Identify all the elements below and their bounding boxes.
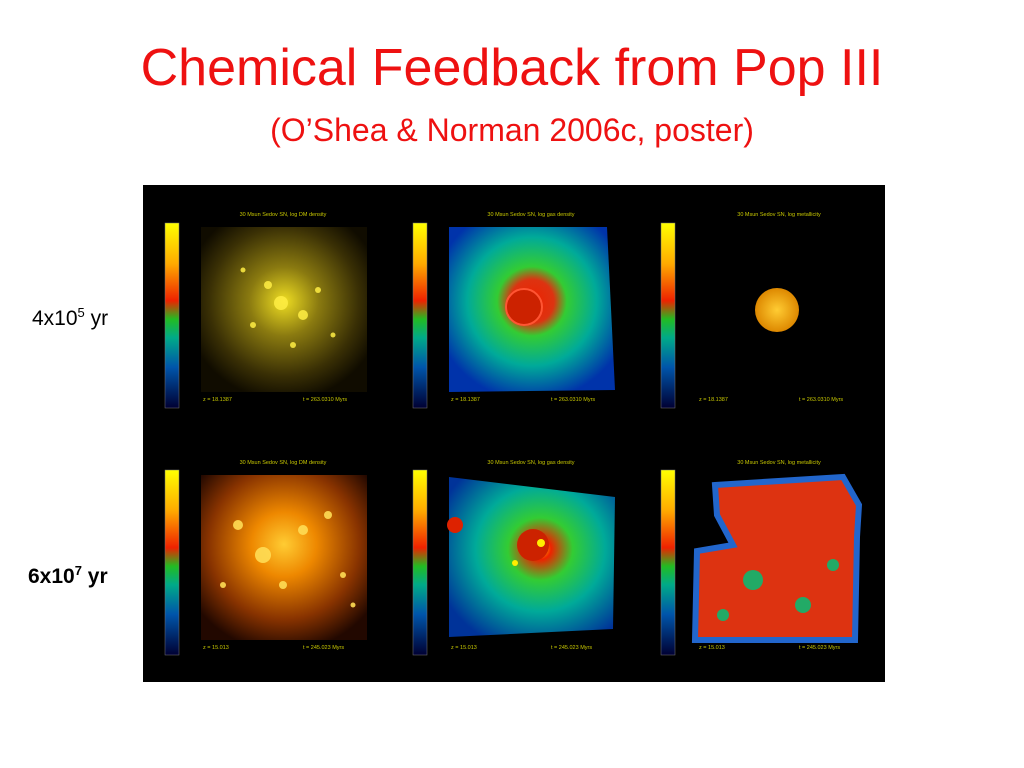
panel-title-r2-c2: 30 Msun Sedov SN, log gas density [487, 460, 574, 466]
row-label-top-exponent: 5 [77, 305, 85, 320]
slide-subtitle: (O’Shea & Norman 2006c, poster) [270, 112, 754, 148]
redshift-label-r1-c3: z = 18.1387 [699, 397, 728, 403]
time-label-r1-c3: t = 263.0310 Myrs [799, 397, 843, 403]
dm-density-clumps-r2 [220, 511, 356, 608]
colorbar-r1-c3 [660, 222, 676, 409]
redshift-label-r2-c2: z = 15.013 [451, 645, 477, 651]
simulation-figure-svg: 30 Msun Sedov SN, log DM density 30 Msun… [164, 212, 863, 656]
redshift-label-r2-c1: z = 15.013 [203, 645, 229, 651]
row-label-bottom-unit: yr [81, 565, 108, 588]
time-label-r1-c2: t = 263.0310 Myrs [551, 397, 595, 403]
colorbar-r2-c3 [660, 469, 676, 656]
row-label-bottom: 6x107 yr [28, 563, 108, 589]
row-label-top: 4x105 yr [32, 305, 108, 331]
time-label-r1-c1: t = 263.0310 Myrs [303, 397, 347, 403]
row-label-top-base: 4x10 [32, 307, 78, 330]
row-label-bottom-exponent: 7 [74, 563, 82, 578]
redshift-label-r1-c1: z = 18.1387 [203, 397, 232, 403]
metallicity-holes-r2 [717, 559, 839, 621]
panel-title-r2-c1: 30 Msun Sedov SN, log DM density [240, 460, 327, 466]
gas-density-knots-r2 [447, 517, 549, 566]
slide-title: Chemical Feedback from Pop III [140, 39, 884, 97]
gas-density-core-r1 [505, 288, 543, 326]
time-label-r2-c1: t = 245.023 Myrs [303, 645, 344, 651]
row-label-bottom-base: 6x10 [28, 565, 75, 588]
metallicity-panel-r2 [691, 473, 863, 643]
panel-title-r1-c2: 30 Msun Sedov SN, log gas density [487, 212, 574, 218]
colorbar-r1-c1 [164, 222, 180, 409]
panel-title-r2-c3: 30 Msun Sedov SN, log metallicity [737, 460, 821, 466]
redshift-label-r2-c3: z = 15.013 [699, 645, 725, 651]
redshift-label-r1-c2: z = 18.1387 [451, 397, 480, 403]
dm-density-panel-r2 [201, 475, 367, 640]
panel-title-r1-c3: 30 Msun Sedov SN, log metallicity [737, 212, 821, 218]
time-label-r2-c2: t = 245.023 Myrs [551, 645, 592, 651]
colorbar-r2-c2 [412, 469, 428, 656]
simulation-figure: 30 Msun Sedov SN, log DM density 30 Msun… [143, 185, 885, 682]
colorbar-r2-c1 [164, 469, 180, 656]
colorbar-r1-c2 [412, 222, 428, 409]
time-label-r2-c3: t = 245.023 Myrs [799, 645, 840, 651]
dm-density-clumps-r1 [240, 267, 336, 348]
row-label-top-unit: yr [84, 307, 109, 330]
dm-density-panel-r1 [201, 227, 367, 392]
metallicity-blob-r1 [755, 288, 799, 332]
panel-title-r1-c1: 30 Msun Sedov SN, log DM density [240, 212, 327, 218]
